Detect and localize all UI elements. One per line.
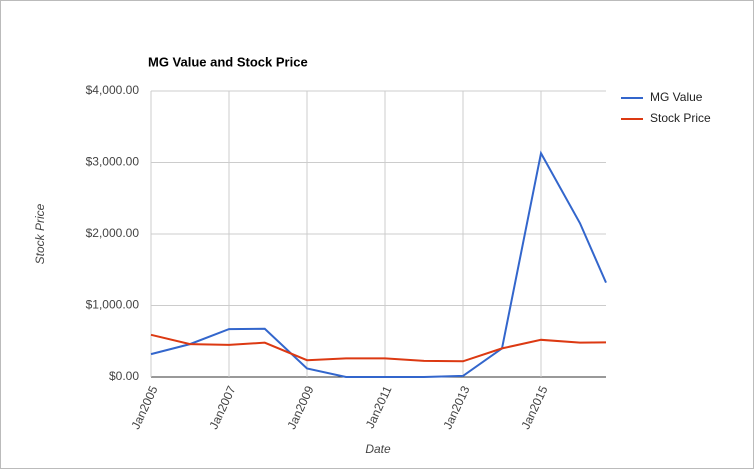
y-axis-title: Stock Price — [33, 203, 47, 264]
chart-title: MG Value and Stock Price — [148, 54, 308, 69]
y-tick-label: $0.00 — [109, 369, 139, 383]
line — [150, 150, 607, 378]
legend-label: Stock Price — [650, 111, 711, 125]
y-tick-label: $4,000.00 — [86, 83, 140, 97]
y-tick-label: $1,000.00 — [86, 298, 140, 312]
line — [150, 333, 607, 363]
legend-label: MG Value — [650, 90, 703, 104]
x-axis-title: Date — [365, 442, 391, 456]
y-tick-label: $3,000.00 — [86, 155, 140, 169]
y-tick-label: $2,000.00 — [86, 226, 140, 240]
